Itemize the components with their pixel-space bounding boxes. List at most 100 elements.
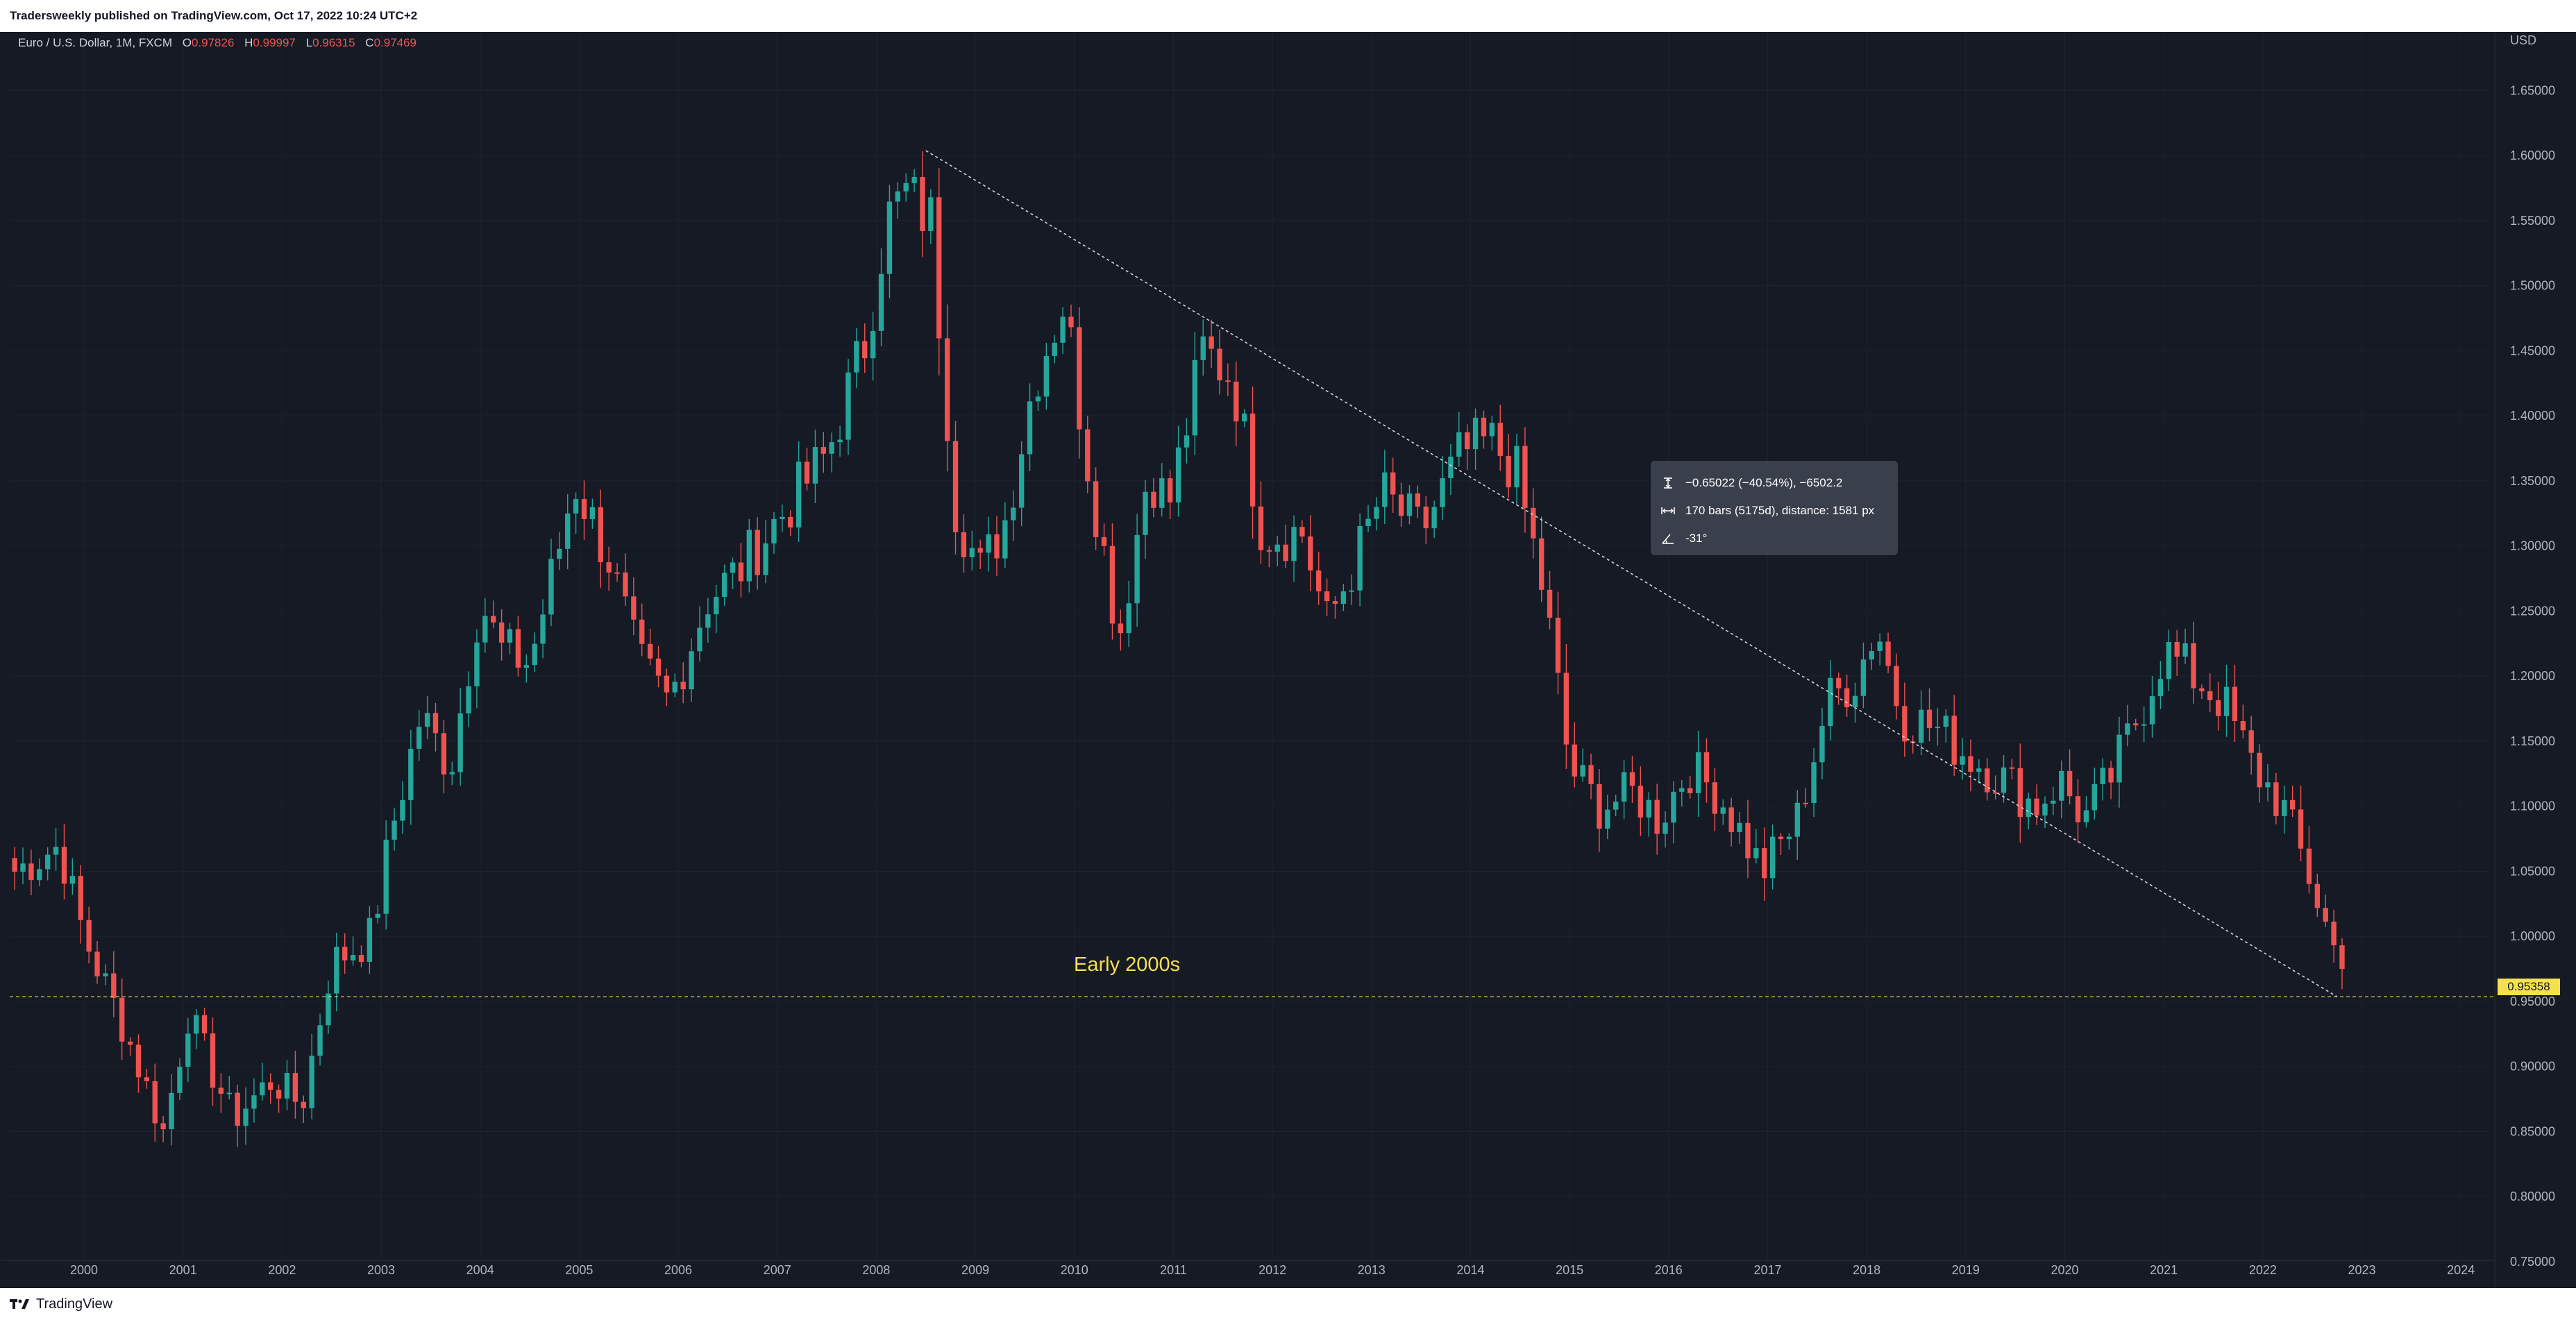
x-tick-label: 2003 [367,1263,395,1277]
candle-body [2001,767,2007,793]
candle-body [260,1082,265,1096]
candle-body [2265,782,2271,788]
candle-body [1737,822,1742,832]
candle-body [961,532,967,557]
candle-body [730,562,736,573]
candle-body [952,441,959,532]
x-tick-label: 2006 [664,1263,692,1277]
candle-body [755,530,760,575]
candle-body [1440,478,1445,507]
candle-body [1654,799,1660,834]
candle-body [1555,618,1561,673]
candle-body [2306,848,2312,884]
candle-body [2149,696,2155,725]
x-tick-label: 2000 [70,1263,98,1277]
candle-body [2166,641,2171,679]
candle-body [2133,723,2139,726]
candle-body [2223,686,2230,716]
candle-body [1497,423,1503,457]
x-tick-label: 2010 [1061,1263,1088,1277]
candle-body [647,643,653,659]
x-tick-label: 2008 [862,1263,890,1277]
candle-body [1415,493,1421,507]
high-value: 0.99997 [253,36,296,49]
candle-body [1671,791,1676,823]
trendline [925,150,2338,997]
candle-body [2240,721,2246,731]
candle-body [1572,744,1577,777]
candle-body [1126,603,1131,634]
candle-body [1340,591,1347,604]
candle-body [1192,359,1198,436]
close-value: 0.97469 [373,36,417,49]
candle-body [598,507,603,563]
candle-body [400,799,405,821]
x-tick-label: 2014 [1456,1263,1484,1277]
candle-body [2157,679,2164,697]
candle-body [424,713,430,727]
candle-body [457,713,463,772]
candle-body [1002,520,1008,559]
candle-body [1992,792,1998,794]
candle-body [177,1067,183,1093]
candle-body [1060,316,1066,343]
candle-body [1902,706,1908,742]
candle-body [1406,493,1413,516]
y-tick-label: 1.10000 [2510,799,2555,813]
candle-body [1217,348,1222,381]
y-tick-label: 0.80000 [2510,1190,2555,1203]
candle-body [1167,478,1173,502]
low-value: 0.96315 [312,36,355,49]
candle-body [358,955,364,962]
x-tick-label: 2011 [1160,1263,1187,1277]
candle-body [1803,802,1808,804]
candle-body [2091,784,2097,811]
price-chart[interactable]: 0.75000 0.80000 0.85000 0.90000 0.95000 1.000… [0,32,2576,1288]
candle-body [1869,651,1874,660]
candle-body [845,372,851,440]
candle-body [1860,659,1867,696]
candle-body [127,1041,133,1045]
y-tick-label: 1.20000 [2510,669,2555,683]
y-tick-label: 1.05000 [2510,864,2555,878]
candle-body [705,614,711,628]
y-tick-label: 0.95000 [2510,995,2555,1008]
candle-body [1481,417,1487,437]
candle-body [1679,788,1685,792]
x-tick-label: 2005 [565,1263,593,1277]
footer-brand-bar: TradingView [0,1288,2576,1320]
candle-body [639,619,645,644]
candle-body [1985,768,1990,793]
candle-body [1398,494,1404,516]
y-tick-label: 0.90000 [2510,1060,2555,1074]
candle-body [795,462,802,528]
measure-tooltip: −0.65022 (−40.54%), −6502.2 170 bars (51… [1651,461,1898,555]
candle-body [515,629,521,668]
candle-body [276,1090,282,1099]
candle-body [317,1025,323,1056]
candle-body [573,499,579,514]
candle-body [20,863,26,872]
candle-body [1926,709,1933,728]
candle-body [854,341,859,373]
candle-body [928,197,934,231]
candle-body [994,534,1000,559]
candle-body [1695,752,1701,793]
x-tick-label: 2020 [2051,1263,2078,1277]
candle-body [1778,836,1784,840]
candle-body [1118,623,1124,634]
y-tick-label: 1.40000 [2510,409,2555,423]
candle-body [1249,413,1256,507]
candle-body [689,651,694,690]
candle-body [1539,538,1544,590]
candle-body [581,499,587,520]
candle-body [367,917,373,962]
candle-body [334,947,339,994]
candle-body [449,772,455,775]
candle-body [1646,799,1651,818]
candle-body [2273,782,2279,816]
candle-body [2331,922,2337,946]
candle-body [878,273,884,331]
candle-body [804,462,810,484]
candle-body [507,629,513,643]
